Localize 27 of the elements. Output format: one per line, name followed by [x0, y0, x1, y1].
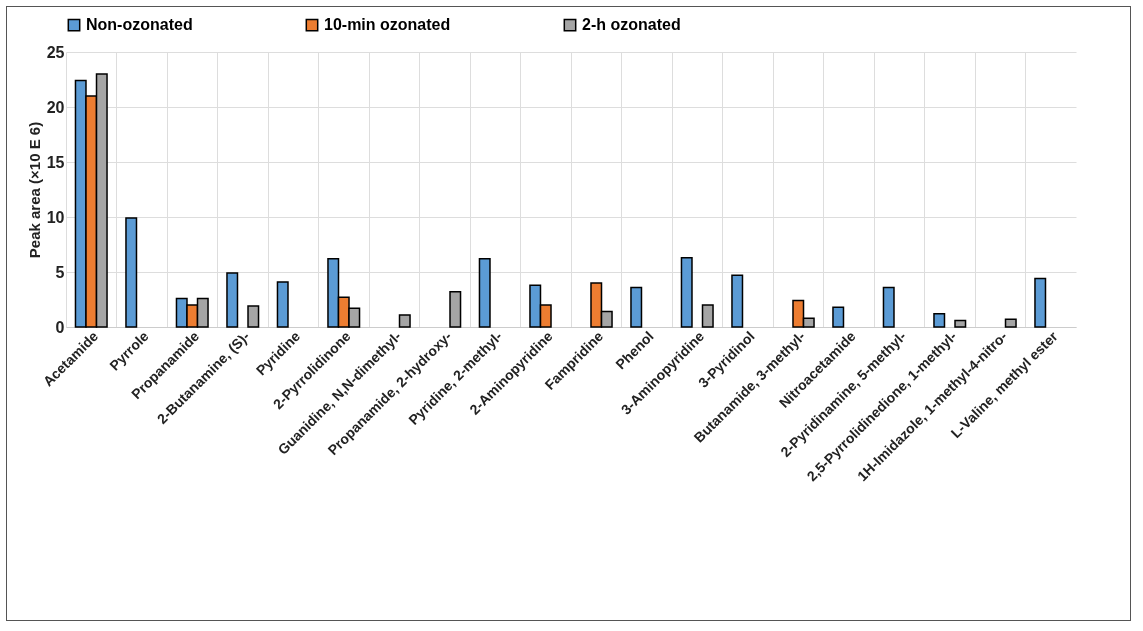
legend-label: 2-h ozonated — [582, 16, 681, 34]
bar — [1004, 318, 1017, 328]
y-tick-label: 15 — [46, 153, 65, 171]
y-tick-label: 20 — [46, 98, 65, 116]
bar — [449, 291, 462, 328]
bar — [954, 319, 967, 328]
bar — [630, 286, 643, 328]
bar — [882, 286, 895, 328]
legend-label: 10-min ozonated — [324, 16, 451, 34]
bar — [731, 274, 744, 328]
bar — [701, 304, 714, 328]
bar — [276, 281, 289, 328]
bar — [832, 306, 845, 328]
bar — [226, 272, 239, 328]
bar — [247, 305, 260, 328]
bar — [933, 313, 946, 328]
legend-label: Non-ozonated — [86, 16, 193, 34]
bar — [398, 314, 411, 328]
y-tick-label: 25 — [46, 43, 65, 61]
bar — [478, 258, 491, 328]
y-axis-title: Peak area (×10 E 6) — [25, 121, 43, 259]
bar — [1034, 277, 1047, 328]
bar — [125, 217, 138, 328]
y-tick-label: 5 — [55, 263, 65, 281]
y-tick-label: 0 — [55, 318, 65, 336]
bar — [680, 256, 693, 328]
y-tick-label: 10 — [46, 208, 65, 226]
